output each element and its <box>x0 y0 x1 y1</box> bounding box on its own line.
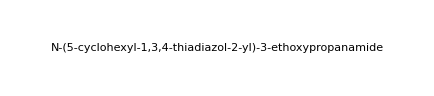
Text: N-(5-cyclohexyl-1,3,4-thiadiazol-2-yl)-3-ethoxypropanamide: N-(5-cyclohexyl-1,3,4-thiadiazol-2-yl)-3… <box>50 43 384 53</box>
